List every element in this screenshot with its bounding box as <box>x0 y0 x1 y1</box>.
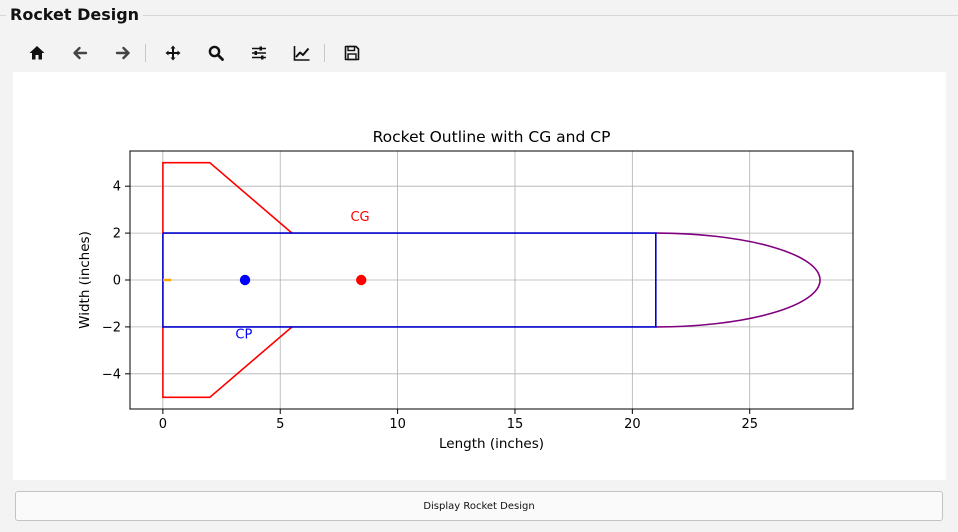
display-rocket-design-button[interactable]: Display Rocket Design <box>15 491 943 521</box>
plot-canvas[interactable]: CG CP 0 5 10 15 20 25 −4 −2 0 2 4 Rocket Outline with… <box>13 72 946 480</box>
pan-button[interactable] <box>158 40 188 66</box>
forward-arrow-icon <box>115 46 130 60</box>
y-tick-label: 0 <box>113 274 121 289</box>
edit-axis-button[interactable] <box>287 40 317 66</box>
y-axis-label: Width (inches) <box>77 231 93 329</box>
pan-icon <box>165 45 181 61</box>
group-divider <box>0 15 958 16</box>
back-arrow-icon <box>73 46 88 60</box>
y-tick-label: 2 <box>113 227 121 242</box>
x-axis-label: Length (inches) <box>439 436 544 452</box>
rocket-chart: CG CP 0 5 10 15 20 25 −4 −2 0 2 4 Rocket Outline with… <box>77 128 854 452</box>
group-title: Rocket Design <box>6 4 144 26</box>
nose-cone-line <box>655 232 821 328</box>
toolbar-separator <box>324 44 325 62</box>
cp-label: CP <box>235 327 252 342</box>
plot-toolbar <box>22 40 380 66</box>
x-tick-label: 5 <box>276 417 284 432</box>
x-tick-label: 25 <box>741 417 758 432</box>
x-tick-label: 10 <box>389 417 406 432</box>
back-button[interactable] <box>65 40 95 66</box>
configure-subplots-icon <box>252 46 266 60</box>
y-tick-label: 4 <box>113 180 121 195</box>
save-button[interactable] <box>337 40 367 66</box>
cg-marker <box>356 274 367 286</box>
home-button[interactable] <box>22 40 52 66</box>
body-tube-line <box>162 232 657 328</box>
x-tick-label: 20 <box>624 417 641 432</box>
cp-marker <box>239 274 251 286</box>
home-icon <box>29 46 45 60</box>
chart-title: Rocket Outline with CG and CP <box>373 128 611 146</box>
save-icon <box>344 45 360 61</box>
toolbar-separator <box>145 44 146 62</box>
edit-axis-icon <box>293 46 310 61</box>
lower-fin-line <box>162 326 293 399</box>
configure-subplots-button[interactable] <box>244 40 274 66</box>
y-tick-label: −2 <box>102 320 121 335</box>
x-tick-label: 0 <box>159 417 167 432</box>
upper-fin-line <box>162 161 293 234</box>
x-tick-label: 15 <box>507 417 524 432</box>
y-tick-label: −4 <box>102 367 121 382</box>
zoom-icon <box>208 45 224 61</box>
cg-label: CG <box>350 210 369 225</box>
forward-button[interactable] <box>108 40 138 66</box>
zoom-button[interactable] <box>201 40 231 66</box>
